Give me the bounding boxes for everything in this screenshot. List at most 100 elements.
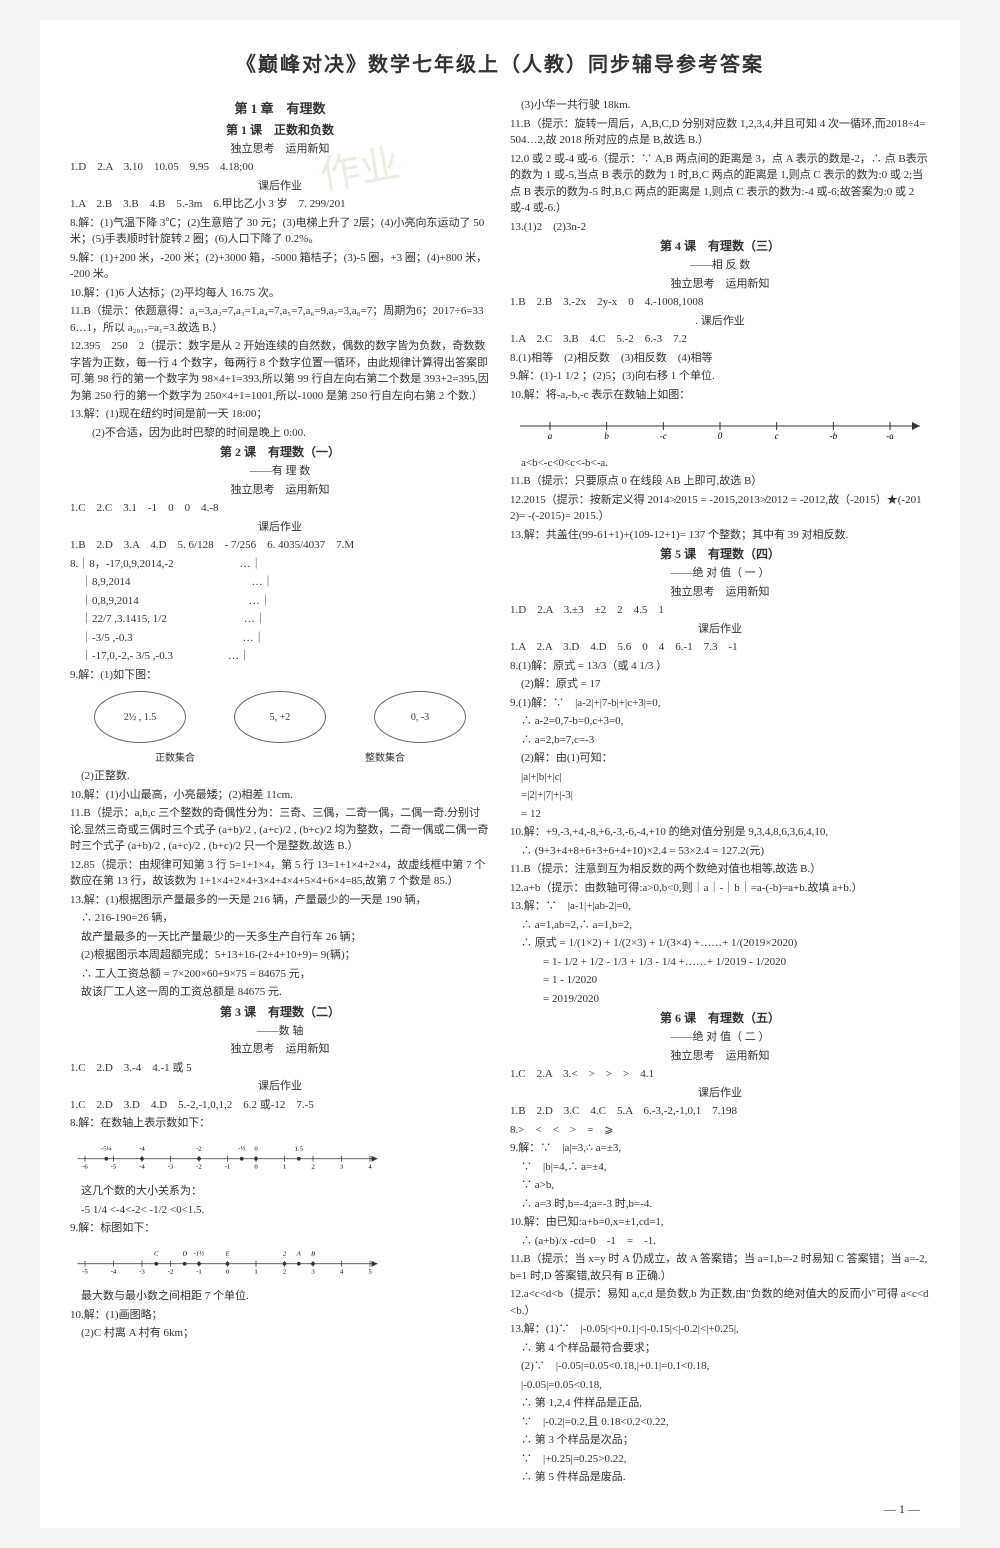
line: 1.C 2.C 3.1 -1 0 0 4.-8 — [70, 500, 490, 517]
line: 这几个数的大小关系为： — [70, 1183, 490, 1200]
line: ∴ (a+b)/x -cd=0 -1 = -1. — [510, 1233, 930, 1250]
number-line-1: -6-5-4-3-2-101234-5¼-4-2-½01.5 — [70, 1140, 385, 1170]
line: 8.｜8，-17,0,9,2014,-2 …｜ — [70, 556, 490, 573]
line: (2)解：原式 = 17 — [510, 676, 930, 693]
svg-text:b: b — [604, 431, 609, 441]
oval-label-1: 正数集合 — [155, 751, 195, 766]
line: 13.解：∵ |a-1|+|ab-2|=0, — [510, 898, 930, 915]
line: 12.a<c<d<b（提示：易知 a,c,d 是负数,b 为正数,由"负数的绝对… — [510, 1286, 930, 1319]
line: ∴ 第 3 个样品是次品； — [510, 1432, 930, 1449]
svg-text:0: 0 — [254, 1163, 258, 1170]
line: 9.解：标图如下： — [70, 1220, 490, 1237]
line: ∴ 工人工资总额 = 7×200×60+9×75 = 84675 元， — [70, 966, 490, 983]
line: ∴ (9+3+4+8+6+3+6+4+10)×2.4 = 53×2.4 = 12… — [510, 843, 930, 860]
svg-text:1: 1 — [283, 1163, 286, 1170]
line: 12.a+b（提示：由数轴可得:a>0,b<0,则｜a｜-｜b｜=a-(-b)=… — [510, 880, 930, 897]
line: 11.B（提示：只要原点 0 在线段 AB 上即可,故选 B） — [510, 473, 930, 490]
line: 故产量最多的一天比产量最少的一天多生产自行车 26 辆； — [70, 929, 490, 946]
line: 12.395 250 2（提示：数字是从 2 开始连续的自然数，偶数的数字皆为负… — [70, 338, 490, 404]
line: 9.(1)解：∵ |a-2|+|7-b|+|c+3|=0, — [510, 695, 930, 712]
line: |-0.05|=0.05<0.18, — [510, 1377, 930, 1394]
svg-text:c: c — [775, 431, 779, 441]
line: 10.解：+9,-3,+4,-8,+6,-3,-6,-4,+10 的绝对值分别是… — [510, 824, 930, 841]
svg-text:0: 0 — [254, 1145, 258, 1152]
line: 9.解：(1)如下图： — [70, 667, 490, 684]
svg-text:a: a — [548, 431, 553, 441]
line: 1.D 2.A 3.10 10.05 9.95 4.18;00 — [70, 159, 490, 176]
line: ∴ a=3 时,b=-4;a=-3 时,b=-4. — [510, 1196, 930, 1213]
line: = 1- 1/2 + 1/2 - 1/3 + 1/3 - 1/4 +……+ 1/… — [510, 954, 930, 971]
line: ｜22/7 ,3.1415, 1/2 …｜ — [70, 611, 490, 628]
line: 10.解：(1)6 人达标；(2)平均每人 16.75 次。 — [70, 285, 490, 302]
svg-text:2: 2 — [283, 1268, 286, 1275]
line: (2)∵ |-0.05|=0.05<0.18,|+0.1|=0.1<0.18, — [510, 1358, 930, 1375]
svg-text:-2: -2 — [196, 1163, 202, 1170]
chapter-1-title: 第 1 章 有理数 — [70, 99, 490, 119]
line: 1.A 2.A 3.D 4.D 5.6 0 4 6.-1 7.3 -1 — [510, 639, 930, 656]
line: (2)根据图示本周超额完成：5+13+16-(2+4+10+9)= 9(辆)； — [70, 947, 490, 964]
line: (2)不合适，因为此时巴黎的时间是晚上 0:00. — [70, 425, 490, 442]
svg-text:D: D — [181, 1250, 187, 1257]
line: 9.解：(1)-1 1/2 ；(2)5；(3)向右移 1 个单位. — [510, 368, 930, 385]
line: 8.> < < > = ⩾ — [510, 1122, 930, 1139]
svg-text:-3: -3 — [168, 1163, 174, 1170]
line: ∵ |+0.25|=0.25>0.22, — [510, 1451, 930, 1468]
svg-text:-4: -4 — [111, 1268, 117, 1275]
section-2b: 独立思考 运用新知 — [70, 482, 490, 499]
left-column: 第 1 章 有理数 第 1 课 正数和负数 独立思考 运用新知 1.D 2.A … — [70, 95, 490, 1488]
svg-text:-b: -b — [830, 431, 838, 441]
line: 13.解：共盖住(99-61+1)+(109-12+1)= 137 个整数；其中… — [510, 527, 930, 544]
section-1b: 课后作业 — [70, 178, 490, 195]
svg-text:2: 2 — [311, 1163, 314, 1170]
line: 1.C 2.A 3.< > > > 4.1 — [510, 1066, 930, 1083]
line: 8.解：(1)气温下降 3℃；(2)生意赔了 30 元；(3)电梯上升了 2层；… — [70, 215, 490, 248]
section-4a: ——相 反 数 — [510, 257, 930, 274]
page: 作业 《巅峰对决》数学七年级上（人教）同步辅导参考答案 第 1 章 有理数 第 … — [40, 20, 960, 1528]
line: 13.解：(1)根据图示产量最多的一天是 216 辆，产量最少的一天是 190 … — [70, 892, 490, 909]
svg-text:1.5: 1.5 — [295, 1145, 304, 1152]
line: 11.B（提示：a,b,c 三个整数的奇偶性分为：三奇、三偶，二奇一偶，二偶一奇… — [70, 805, 490, 855]
svg-text:-4: -4 — [139, 1145, 145, 1152]
line: 10.解：(1)小山最高，小亮最矮；(2)相差 11cm. — [70, 787, 490, 804]
lesson-4-title: 第 4 课 有理数（三） — [510, 237, 930, 255]
line: 9.解：(1)+200 米，-200 米；(2)+3000 箱，-5000 箱桔… — [70, 250, 490, 283]
line: ｜-17,0,-2,- 3/5 ,-0.3 …｜ — [70, 648, 490, 665]
line: = 1 - 1/2020 — [510, 972, 930, 989]
line: ∵ |b|=4,∴ a=±4, — [510, 1159, 930, 1176]
line: ∴ 原式 = 1/(1×2) + 1/(2×3) + 1/(3×4) +……+ … — [510, 935, 930, 952]
section-4b: 独立思考 运用新知 — [510, 276, 930, 293]
svg-text:2: 2 — [283, 1250, 287, 1257]
svg-text:1: 1 — [254, 1268, 257, 1275]
line: 12.0 或 2 或-4 或-6（提示：∵ A,B 两点间的距离是 3，点 A … — [510, 151, 930, 217]
svg-text:5: 5 — [368, 1268, 372, 1275]
lesson-2-title: 第 2 课 有理数（一） — [70, 443, 490, 461]
svg-text:-2: -2 — [168, 1268, 174, 1275]
line: |a|+|b|+|c| — [510, 769, 930, 786]
line: 11.B（提示：依题意得：a₁=3,a₂=7,a₃=1,a₄=7,a₅=7,a₆… — [70, 303, 490, 336]
svg-text:E: E — [224, 1250, 230, 1257]
lesson-1-title: 第 1 课 正数和负数 — [70, 121, 490, 139]
section-3b: 独立思考 运用新知 — [70, 1041, 490, 1058]
section-6b: 独立思考 运用新知 — [510, 1048, 930, 1065]
lesson-5-title: 第 5 课 有理数（四） — [510, 545, 930, 563]
line: ｜0,8,9,2014 …｜ — [70, 593, 490, 610]
oval-int1: 5, +2 — [234, 691, 326, 743]
svg-text:3: 3 — [340, 1163, 344, 1170]
line: 1.A 2.B 3.B 4.B 5.-3m 6.甲比乙小 3 岁 7. 299/… — [70, 196, 490, 213]
line: 8.(1)相等 (2)相反数 (3)相反数 (4)相等 — [510, 350, 930, 367]
svg-text:-½: -½ — [238, 1145, 245, 1152]
line: 1.B 2.B 3.-2x 2y-x 0 4.-1008,1008 — [510, 294, 930, 311]
line: ∵ a>b, — [510, 1177, 930, 1194]
line: a<b<-c<0<c<-b<-a. — [510, 455, 930, 472]
section-5b: 独立思考 运用新知 — [510, 584, 930, 601]
svg-text:-5: -5 — [111, 1163, 117, 1170]
line: ∴ 第 5 件样品是废品. — [510, 1469, 930, 1486]
main-title: 《巅峰对决》数学七年级上（人教）同步辅导参考答案 — [70, 50, 930, 80]
section-3c: 课后作业 — [70, 1078, 490, 1095]
line: 1.C 2.D 3.-4 4.-1 或 5 — [70, 1060, 490, 1077]
section-2c: 课后作业 — [70, 519, 490, 536]
svg-text:-4: -4 — [139, 1163, 145, 1170]
line: ∴ a-2=0,7-b=0,c+3=0, — [510, 713, 930, 730]
oval-int2: 0, -3 — [374, 691, 466, 743]
oval-diagram: 2½ , 1.5 5, +2 0, -3 — [70, 691, 490, 743]
